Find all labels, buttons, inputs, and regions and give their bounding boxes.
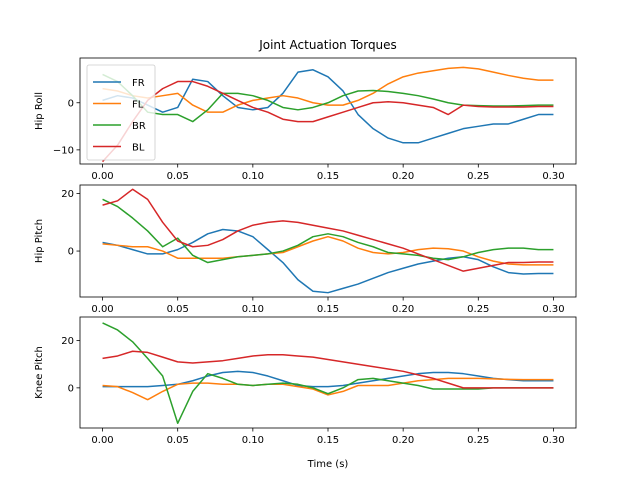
chart-title: Joint Actuation Torques <box>258 38 397 52</box>
series-line-fr <box>102 69 554 144</box>
subplots: 0.00 0.05 0.10 0.15 0.20 0.25 0.30 −10 0 Hip Roll… <box>34 57 577 446</box>
series-line-fl <box>102 66 554 113</box>
series-line-fl <box>102 377 554 401</box>
series-line-br <box>102 322 554 425</box>
legend: FR FL BR BL <box>86 64 156 161</box>
x-tick-label: 0.10 <box>242 304 264 315</box>
subplot-3: 0.00 0.05 0.10 0.15 0.20 0.25 0.30 0 20 Knee Pitc… <box>34 316 577 446</box>
subplot-1: 0.00 0.05 0.10 0.15 0.20 0.25 0.30 −10 0 Hip Roll… <box>34 57 577 182</box>
x-tick-label: 0.10 <box>242 435 264 446</box>
y-tick-label: 0 <box>68 98 74 109</box>
x-tick-label: 0.00 <box>91 304 113 315</box>
x-tick-label: 0.30 <box>542 304 564 315</box>
series-line-bl <box>102 188 554 272</box>
x-tick-label: 0.30 <box>542 171 564 182</box>
x-tick-label: 0.20 <box>392 171 414 182</box>
x-tick-label: 0.20 <box>392 304 414 315</box>
series-line-fl <box>102 235 554 266</box>
y-tick-label: 20 <box>61 189 74 200</box>
x-tick-label: 0.30 <box>542 435 564 446</box>
x-tick-label: 0.05 <box>167 435 189 446</box>
x-tick-label: 0.05 <box>167 171 189 182</box>
legend-label-fr: FR <box>132 78 145 89</box>
series-line-bl <box>101 80 554 163</box>
y-tick-label: 0 <box>68 383 74 394</box>
x-tick-label: 0.15 <box>317 171 339 182</box>
plot-frame <box>79 184 577 298</box>
series-line-br <box>102 73 554 123</box>
y-tick-label: −10 <box>53 145 74 156</box>
plot-frame <box>79 316 577 429</box>
x-tick-label: 0.15 <box>317 304 339 315</box>
series-line-br <box>102 198 554 264</box>
y-axis-label: Hip Pitch <box>34 219 45 263</box>
subplot-2: 0.00 0.05 0.10 0.15 0.20 0.25 0.30 0 20 Hip Pitch <box>34 184 577 315</box>
y-axis-label: Hip Roll <box>34 92 45 130</box>
x-tick-label: 0.20 <box>392 435 414 446</box>
y-axis-label: Knee Pitch <box>34 346 45 399</box>
x-tick-label: 0.25 <box>467 304 489 315</box>
y-tick-label: 20 <box>61 336 74 347</box>
x-tick-label: 0.15 <box>317 435 339 446</box>
y-tick-label: 0 <box>68 247 74 258</box>
x-tick-label: 0.25 <box>467 435 489 446</box>
x-tick-label: 0.00 <box>91 171 113 182</box>
x-tick-label: 0.00 <box>91 435 113 446</box>
x-tick-label: 0.05 <box>167 304 189 315</box>
legend-label-fl: FL <box>132 100 144 111</box>
legend-box <box>86 64 156 161</box>
x-axis-label: Time (s) <box>307 459 349 470</box>
x-tick-label: 0.10 <box>242 171 264 182</box>
series-line-fr <box>102 228 554 294</box>
series-line-bl <box>102 350 554 389</box>
legend-label-bl: BL <box>132 143 145 154</box>
legend-label-br: BR <box>132 121 146 132</box>
x-tick-label: 0.25 <box>467 171 489 182</box>
